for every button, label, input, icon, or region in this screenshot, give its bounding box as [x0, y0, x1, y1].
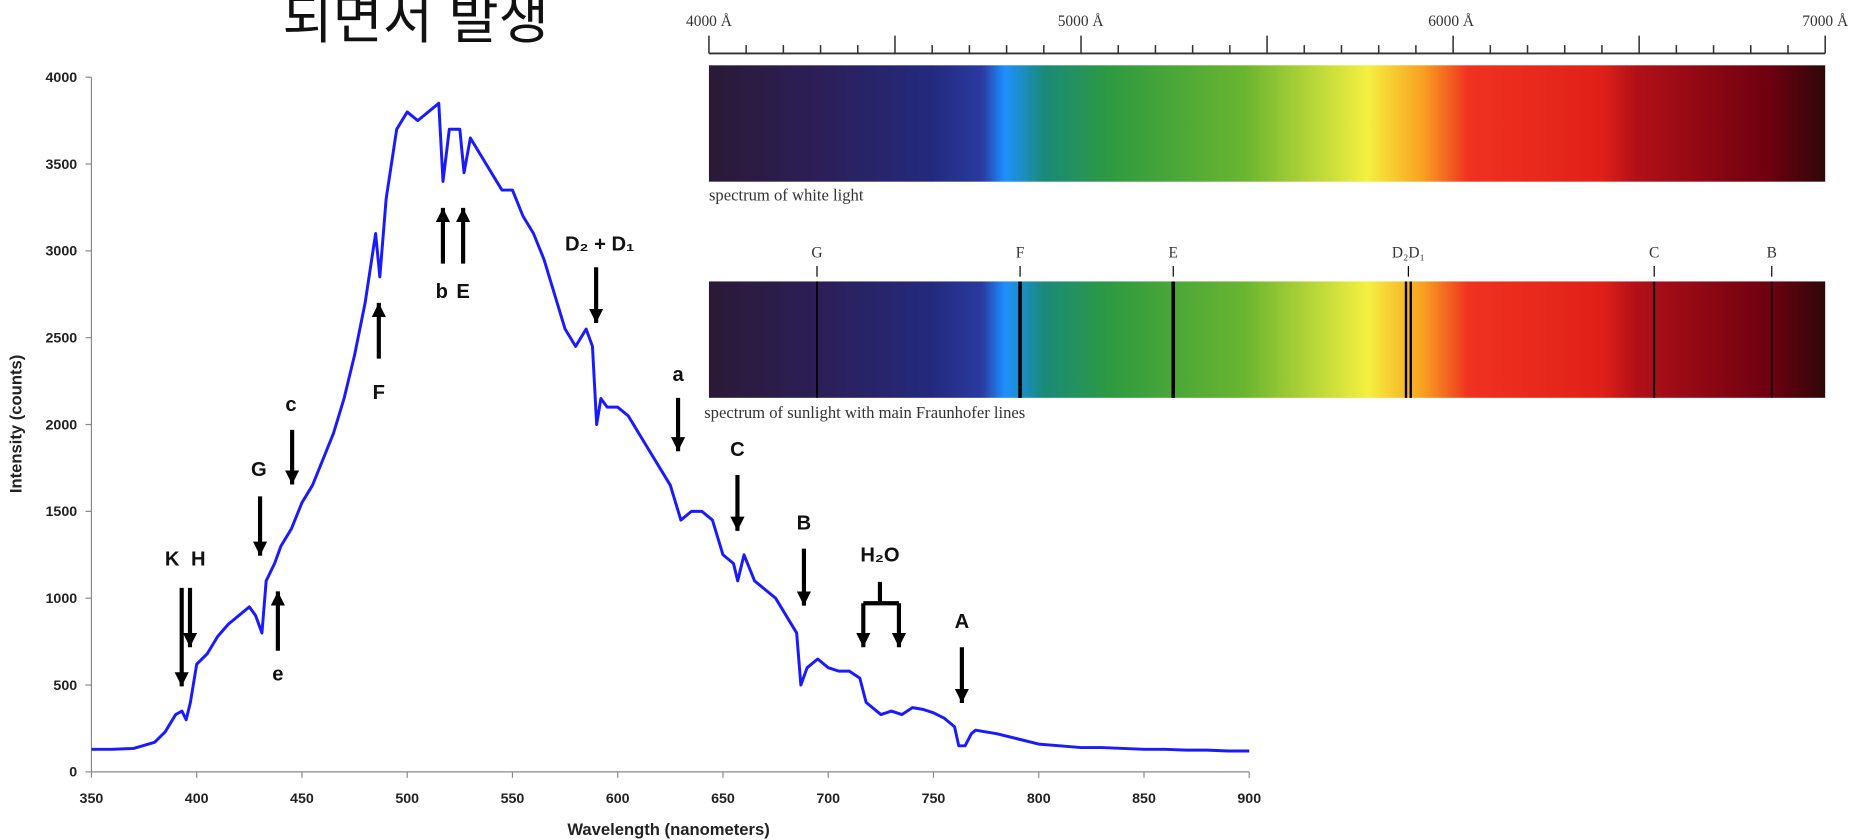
page-title: 되면서 발생 [282, 0, 548, 50]
caption: spectrum of sunlight with main Fraunhofe… [704, 403, 1025, 422]
annotation: C [730, 439, 745, 461]
x-tick-label: 350 [80, 791, 104, 807]
y-tick-label: 4000 [45, 70, 77, 86]
x-tick-label: 400 [185, 791, 209, 807]
page: {"chart_data": {"type": "line", "title":… [0, 0, 1862, 840]
scale-label: 5000 Å [1058, 13, 1105, 30]
y-tick-label: 0 [69, 765, 77, 781]
annotation: B [797, 513, 812, 535]
y-tick-label: 3000 [45, 244, 77, 260]
y-tick-label: 2500 [45, 330, 77, 346]
annotation: H₂O [860, 545, 899, 567]
annotation: b [436, 281, 448, 303]
annotation: D₂ + D₁ [565, 234, 634, 256]
sunlight-spectrum [709, 281, 1825, 397]
caption: spectrum of white light [709, 186, 864, 205]
spectrum-line [91, 103, 1249, 751]
annotation: G [251, 459, 267, 481]
line-label: B [1767, 245, 1777, 262]
line-label: C [1649, 245, 1659, 262]
stage: 되면서 발생 4000 Å 5000 Å 6000 Å 7000 Å spect… [6, 0, 1849, 839]
y-tick-label: 500 [53, 678, 77, 694]
scale-label: 7000 Å [1802, 13, 1849, 30]
y-tick-label: 3500 [45, 157, 77, 173]
y-axis-label: Intensity (counts) [6, 355, 25, 493]
x-tick-label: 500 [395, 791, 419, 807]
x-tick-label: 700 [816, 791, 840, 807]
x-tick-label: 450 [290, 791, 314, 807]
annotation: K [165, 548, 180, 570]
annotation: A [955, 611, 970, 633]
annotation: a [672, 364, 684, 386]
y-tick-label: 2000 [45, 417, 77, 433]
y-tick-label: 1000 [45, 591, 77, 607]
x-tick-label: 650 [711, 791, 735, 807]
annotation: H [191, 548, 206, 570]
line-label: E [1169, 245, 1178, 262]
white-light-spectrum [709, 65, 1825, 181]
wavelength-ruler [709, 36, 1825, 54]
annotation: E [456, 281, 469, 303]
x-axis-label: Wavelength (nanometers) [567, 820, 769, 839]
x-tick-label: 850 [1132, 791, 1156, 807]
line-label: G [811, 245, 822, 262]
annotation: e [272, 663, 283, 685]
x-tick-label: 550 [501, 791, 525, 807]
annotation: F [373, 382, 385, 404]
bracket [863, 582, 899, 603]
x-tick-label: 900 [1237, 791, 1261, 807]
figure: 되면서 발생 4000 Å 5000 Å 6000 Å 7000 Å spect… [0, 0, 1862, 840]
x-tick-label: 800 [1027, 791, 1051, 807]
x-tick-label: 600 [606, 791, 630, 807]
scale-label: 4000 Å [686, 13, 733, 30]
y-tick-label: 1500 [45, 504, 77, 520]
scale-label: 6000 Å [1428, 13, 1475, 30]
annotation: c [285, 394, 296, 416]
x-tick-label: 750 [922, 791, 946, 807]
line-label: D₂D₁ [1392, 245, 1425, 262]
line-label: F [1016, 245, 1025, 262]
